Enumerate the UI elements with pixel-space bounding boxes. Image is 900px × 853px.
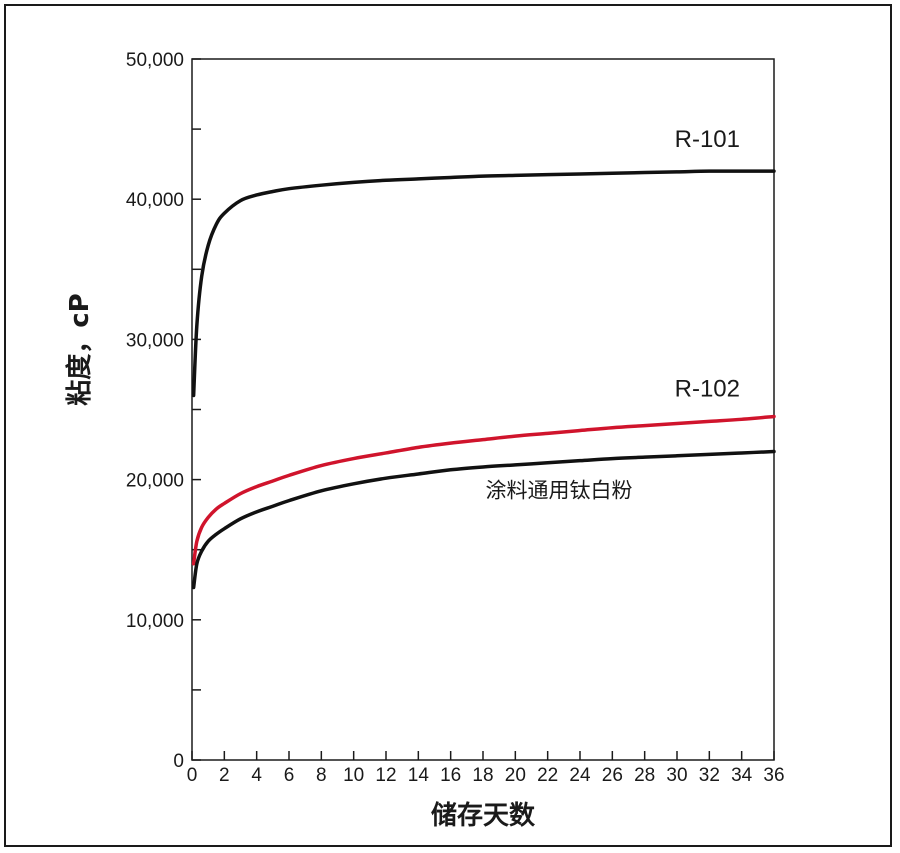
x-tick-label: 34 xyxy=(731,765,753,786)
series-label-r101: R-101 xyxy=(675,126,740,153)
series-lines xyxy=(191,169,776,590)
axes xyxy=(191,58,775,761)
x-axis-label: 储存天数 xyxy=(431,800,536,831)
y-tick-label: 0 xyxy=(173,751,184,772)
series-label-r102: R-102 xyxy=(675,376,740,403)
y-axis-label: 粘度，cP xyxy=(64,293,95,405)
y-tick-label: 40,000 xyxy=(126,190,184,211)
x-tick-label: 6 xyxy=(284,765,295,786)
x-tick-label: 26 xyxy=(602,765,623,786)
x-tick-label: 16 xyxy=(440,765,461,786)
y-tick-label: 20,000 xyxy=(126,471,184,492)
series-label-general-tio2: 涂料通用钛白粉 xyxy=(485,479,632,503)
series-line-general-tio2 xyxy=(191,449,776,590)
x-tick-label: 0 xyxy=(187,765,198,786)
x-tick-label: 20 xyxy=(505,765,526,786)
y-tick-label: 30,000 xyxy=(126,330,184,351)
series-line-r101 xyxy=(191,169,776,398)
chart-frame xyxy=(4,4,892,847)
x-tick-label: 18 xyxy=(472,765,493,786)
x-tick-label: 28 xyxy=(634,765,655,786)
x-tick-label: 4 xyxy=(251,765,262,786)
x-tick-label: 14 xyxy=(408,765,430,786)
y-tick-label: 50,000 xyxy=(126,50,184,71)
y-tick-label: 10,000 xyxy=(126,611,184,632)
series-labels: R-101 R-102 涂料通用钛白粉 xyxy=(485,126,740,502)
x-tick-label: 8 xyxy=(316,765,327,786)
x-tick-label: 2 xyxy=(219,765,230,786)
plot-area-border xyxy=(191,58,775,761)
x-tick-label: 32 xyxy=(699,765,720,786)
x-tick-label: 24 xyxy=(569,765,591,786)
x-tick-label: 10 xyxy=(343,765,364,786)
x-tick-label: 12 xyxy=(375,765,396,786)
x-tick-label: 22 xyxy=(537,765,558,786)
x-tick-label: 36 xyxy=(763,765,784,786)
x-tick-label: 30 xyxy=(666,765,687,786)
series-line-r102 xyxy=(191,414,776,566)
ticks: 0 2 4 6 8 10 12 14 16 18 20 22 24 26 28 30 32 34 36010,000… xyxy=(126,50,785,786)
